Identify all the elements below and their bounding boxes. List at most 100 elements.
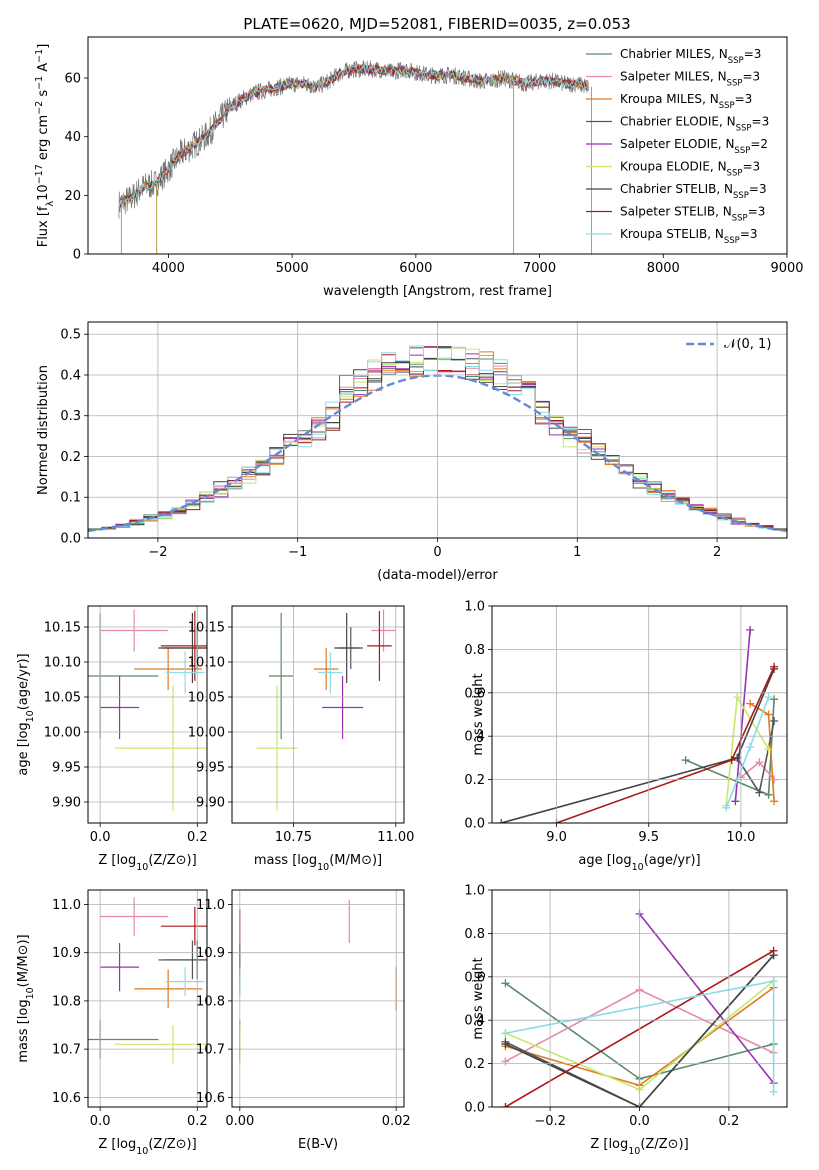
plus-marker (770, 662, 779, 671)
spectrum-model-line (118, 64, 589, 209)
plus-marker (755, 788, 764, 797)
x-tick-label: −2 (148, 545, 167, 560)
panel-spectrum: 4000 5000 6000 7000 8000 9000 0 20 40 60 wavelengt… (34, 36, 804, 299)
y-tick-label: 0.2 (60, 450, 81, 465)
errorbar-point (256, 685, 298, 812)
legend-label: Salpeter STELIB, NSSP=3 (620, 205, 765, 224)
plus-marker (764, 710, 773, 719)
spectrum-data-line (118, 60, 590, 219)
y-tick-label: 0.2 (464, 1057, 485, 1072)
plus-marker (501, 1057, 510, 1066)
mass-weight-series-line (685, 699, 775, 796)
plot-area-age-vs-Z (88, 609, 207, 812)
y-tick-label: 0.4 (464, 1014, 485, 1029)
y-tick-label: 1.0 (464, 600, 485, 615)
y-tick-label: 10.05 (188, 691, 225, 706)
x-tick-label: −0.2 (534, 1114, 566, 1129)
plus-marker (497, 819, 506, 823)
y-tick-label: 10.15 (44, 621, 81, 636)
plus-marker (722, 803, 731, 812)
errorbar-point (100, 943, 139, 992)
plus-marker (733, 693, 742, 702)
spectrum-legend: Chabrier MILES, NSSP=3 Salpeter MILES, NS… (586, 47, 769, 246)
x-tick-label: 4000 (152, 261, 185, 276)
y-tick-label: 10.10 (188, 656, 225, 671)
spectrum-model-line (118, 64, 589, 209)
y-tick-label: 10.05 (44, 691, 81, 706)
plus-marker (727, 756, 736, 765)
y-tick-label: 0.8 (464, 927, 485, 942)
x-tick-label: 0.0 (629, 1114, 650, 1129)
x-tick-label: 0.2 (719, 1114, 740, 1129)
mass-weight-series-line (638, 913, 775, 1084)
x-axis-label: mass [log10(M/M⊙)] (254, 853, 382, 873)
panel-mass-vs-Z: 0.0 0.2 10.6 10.7 10.8 10.9 11.0 Z [log10(Z/Z⊙)… (16, 889, 208, 1157)
legend-label: Kroupa ELODIE, NSSP=3 (620, 160, 760, 179)
errorbar-point (268, 613, 294, 739)
legend-label: Kroupa MILES, NSSP=3 (620, 92, 752, 111)
x-tick-label: 11.00 (377, 830, 414, 845)
y-tick-label: 0.8 (464, 643, 485, 658)
x-tick-label: 9000 (770, 261, 803, 276)
legend-label: Chabrier MILES, NSSP=3 (620, 47, 761, 66)
plus-marker (681, 756, 690, 765)
plot-area-mass-vs-ebv (239, 899, 397, 1064)
y-tick-label: 0.6 (464, 970, 485, 985)
errorbar-point (322, 676, 364, 739)
spectrum-model-line (118, 64, 589, 209)
spectrum-model-line (118, 64, 589, 209)
plus-marker (764, 693, 773, 702)
y-tick-label: 9.95 (52, 761, 81, 776)
y-tick-label: 0.0 (464, 817, 485, 832)
spectrum-model-line (118, 63, 589, 209)
panel-age-vs-mass: 10.75 11.00 9.90 9.95 10.00 10.05 10.10 10.15 ma… (188, 605, 414, 873)
plot-area-age-vs-mass (256, 609, 396, 812)
x-tick-label: 0.0 (90, 1114, 111, 1129)
panel-mass-weight-vs-Z: −0.2 0.0 0.2 0.0 0.2 0.4 0.6 0.8 1.0 Z [log10(Z/Z… (464, 884, 788, 1157)
errorbar-point (160, 610, 207, 681)
errorbar-point (100, 897, 169, 936)
mass-weight-series-line (734, 629, 751, 802)
y-axis-label: mass weight (471, 673, 486, 755)
x-tick-label: 10.75 (275, 830, 312, 845)
plus-marker (746, 699, 755, 708)
errorbar-point (165, 967, 205, 997)
x-tick-label: 10.0 (726, 830, 755, 845)
y-axis-label: mass [log10(M/M⊙)] (16, 934, 36, 1062)
plus-marker (501, 979, 510, 988)
y-tick-label: 20 (64, 189, 81, 204)
y-tick-label: 60 (64, 72, 81, 87)
y-tick-label: 40 (64, 130, 81, 145)
legend-label: Chabrier STELIB, NSSP=3 (620, 182, 767, 201)
plus-marker (731, 797, 740, 806)
axes-frame (87, 36, 788, 255)
x-tick-label: 0.02 (382, 1114, 411, 1129)
legend-label: 𝒩(0, 1) (724, 337, 771, 352)
y-tick-label: 10.8 (196, 994, 225, 1009)
y-tick-label: 10.10 (44, 656, 81, 671)
y-tick-label: 11.0 (196, 898, 225, 913)
y-tick-label: 10.7 (52, 1043, 81, 1058)
plus-marker (770, 717, 779, 726)
legend-label: Salpeter MILES, NSSP=3 (620, 70, 760, 89)
panel-mass-vs-ebv: 0.00 0.02 10.6 10.7 10.8 10.9 11.0 E(B-V) (196, 889, 411, 1152)
y-tick-label: 10.9 (196, 946, 225, 961)
y-tick-label: 10.7 (196, 1043, 225, 1058)
x-axis-label: Z [log10(Z/Z⊙)] (98, 1137, 196, 1157)
x-tick-label: 0.00 (225, 1114, 254, 1129)
x-tick-label: 9.0 (546, 830, 567, 845)
axes-frame (87, 321, 788, 539)
y-tick-label: 0.4 (60, 368, 81, 383)
x-tick-label: 2 (713, 545, 721, 560)
y-tick-label: 0.6 (464, 686, 485, 701)
legend-label: Salpeter ELODIE, NSSP=2 (620, 137, 768, 156)
y-tick-label: 11.0 (52, 898, 81, 913)
spectrum-model-line (118, 63, 589, 209)
x-tick-label: 9.5 (638, 830, 659, 845)
y-tick-label: 9.95 (196, 761, 225, 776)
errorbar-point (100, 676, 139, 739)
x-tick-label: 0.2 (187, 1114, 208, 1129)
y-tick-label: 10.15 (188, 621, 225, 636)
errorbar-point (334, 613, 359, 683)
plus-marker (770, 695, 779, 704)
